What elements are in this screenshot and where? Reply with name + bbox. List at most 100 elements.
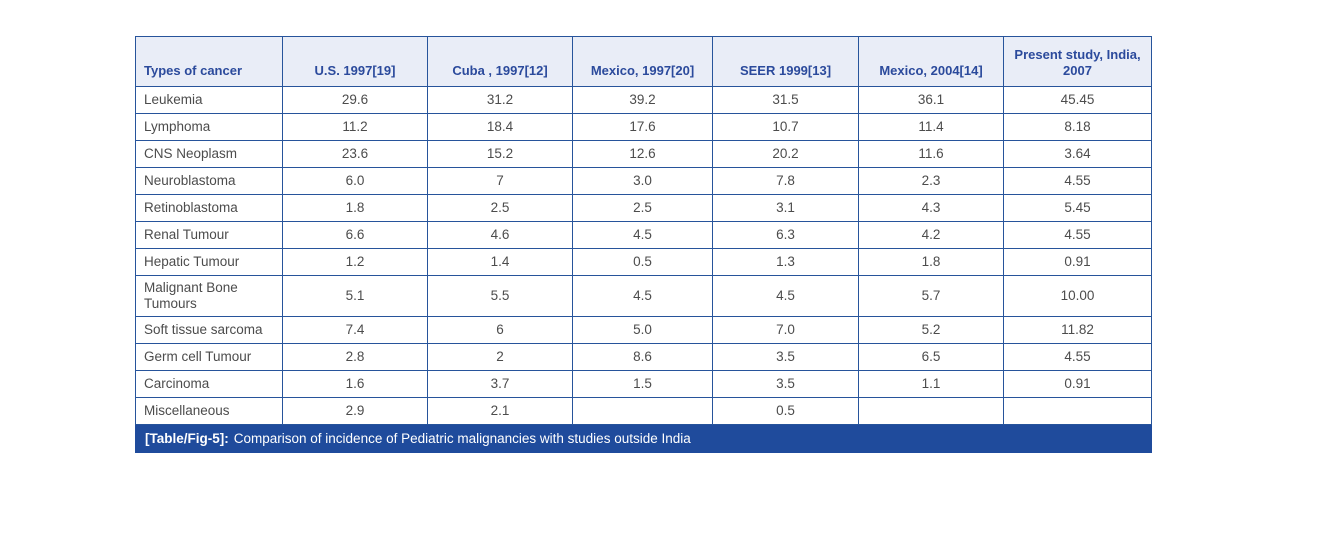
cancer-type-cell: CNS Neoplasm bbox=[135, 140, 283, 168]
value-cell: 18.4 bbox=[427, 113, 573, 141]
cancer-type-cell: Carcinoma bbox=[135, 370, 283, 399]
column-header: Present study, India, 2007 bbox=[1003, 36, 1152, 87]
table-figure: Types of cancer U.S. 1997[19] Cuba , 1997[… bbox=[135, 36, 1152, 454]
value-cell: 4.2 bbox=[858, 221, 1004, 249]
table-row: Renal Tumour 6.6 4.6 4.5 6.3 4.2 4.55 bbox=[135, 221, 1152, 249]
column-header-types-of-cancer: Types of cancer bbox=[135, 36, 283, 87]
value-cell: 2.5 bbox=[427, 194, 573, 222]
value-cell: 1.2 bbox=[282, 248, 428, 276]
value-cell: 11.2 bbox=[282, 113, 428, 141]
value-cell: 5.2 bbox=[858, 316, 1004, 345]
value-cell bbox=[572, 397, 713, 426]
value-cell: 7.4 bbox=[282, 316, 428, 345]
value-cell: 2.3 bbox=[858, 167, 1004, 195]
value-cell: 3.7 bbox=[427, 370, 573, 399]
pediatric-malignancy-comparison-table: Types of cancer U.S. 1997[19] Cuba , 1997[… bbox=[135, 36, 1152, 454]
cancer-type-cell: Neuroblastoma bbox=[135, 167, 283, 195]
value-cell: 17.6 bbox=[572, 113, 713, 141]
column-header: Mexico, 2004[14] bbox=[858, 36, 1004, 87]
cancer-type-cell: Germ cell Tumour bbox=[135, 343, 283, 372]
value-cell: 6.5 bbox=[858, 343, 1004, 372]
value-cell: 5.7 bbox=[858, 274, 1004, 318]
table-row: Retinoblastoma 1.8 2.5 2.5 3.1 4.3 5.45 bbox=[135, 194, 1152, 222]
value-cell: 31.2 bbox=[427, 86, 573, 114]
cancer-type-cell: Renal Tumour bbox=[135, 221, 283, 249]
value-cell: 10.00 bbox=[1003, 274, 1152, 318]
value-cell: 6 bbox=[427, 316, 573, 345]
value-cell: 3.5 bbox=[712, 370, 859, 399]
column-header: U.S. 1997[19] bbox=[282, 36, 428, 87]
value-cell: 5.0 bbox=[572, 316, 713, 345]
cancer-type-cell: Hepatic Tumour bbox=[135, 248, 283, 276]
value-cell: 0.91 bbox=[1003, 370, 1152, 399]
value-cell: 31.5 bbox=[712, 86, 859, 114]
value-cell: 39.2 bbox=[572, 86, 713, 114]
value-cell: 2.1 bbox=[427, 397, 573, 426]
caption-text: Comparison of incidence of Pediatric mal… bbox=[233, 431, 691, 447]
table-row: Malignant Bone Tumours 5.1 5.5 4.5 4.5 5.7 10.… bbox=[135, 274, 1152, 318]
column-header: SEER 1999[13] bbox=[712, 36, 859, 87]
value-cell: 1.1 bbox=[858, 370, 1004, 399]
cancer-type-cell: Retinoblastoma bbox=[135, 194, 283, 222]
value-cell: 6.6 bbox=[282, 221, 428, 249]
table-row: CNS Neoplasm 23.6 15.2 12.6 20.2 11.6 3.64 bbox=[135, 140, 1152, 168]
value-cell: 4.5 bbox=[572, 274, 713, 318]
table-row: Carcinoma 1.6 3.7 1.5 3.5 1.1 0.91 bbox=[135, 370, 1152, 399]
value-cell: 15.2 bbox=[427, 140, 573, 168]
value-cell: 2 bbox=[427, 343, 573, 372]
caption-row: [Table/Fig-5]: Comparison of incidence of… bbox=[135, 424, 1152, 454]
value-cell bbox=[1003, 397, 1152, 426]
value-cell: 3.0 bbox=[572, 167, 713, 195]
value-cell: 1.4 bbox=[427, 248, 573, 276]
value-cell: 5.5 bbox=[427, 274, 573, 318]
value-cell: 7 bbox=[427, 167, 573, 195]
value-cell: 1.8 bbox=[282, 194, 428, 222]
value-cell: 1.8 bbox=[858, 248, 1004, 276]
value-cell: 12.6 bbox=[572, 140, 713, 168]
table-row: Neuroblastoma 6.0 7 3.0 7.8 2.3 4.55 bbox=[135, 167, 1152, 195]
value-cell: 11.82 bbox=[1003, 316, 1152, 345]
value-cell: 7.8 bbox=[712, 167, 859, 195]
table-row: Miscellaneous 2.9 2.1 0.5 bbox=[135, 397, 1152, 426]
column-header: Mexico, 1997[20] bbox=[572, 36, 713, 87]
value-cell: 4.55 bbox=[1003, 167, 1152, 195]
value-cell: 4.5 bbox=[572, 221, 713, 249]
table-row: Lymphoma 11.2 18.4 17.6 10.7 11.4 8.18 bbox=[135, 113, 1152, 141]
value-cell: 0.91 bbox=[1003, 248, 1152, 276]
table-row: Leukemia 29.6 31.2 39.2 31.5 36.1 45.45 bbox=[135, 86, 1152, 114]
value-cell: 8.18 bbox=[1003, 113, 1152, 141]
table-row: Hepatic Tumour 1.2 1.4 0.5 1.3 1.8 0.91 bbox=[135, 248, 1152, 276]
value-cell: 45.45 bbox=[1003, 86, 1152, 114]
value-cell: 10.7 bbox=[712, 113, 859, 141]
value-cell: 23.6 bbox=[282, 140, 428, 168]
table-row: Germ cell Tumour 2.8 2 8.6 3.5 6.5 4.55 bbox=[135, 343, 1152, 372]
value-cell: 2.5 bbox=[572, 194, 713, 222]
value-cell bbox=[858, 397, 1004, 426]
caption-label: [Table/Fig-5]: bbox=[145, 431, 229, 447]
value-cell: 8.6 bbox=[572, 343, 713, 372]
value-cell: 1.6 bbox=[282, 370, 428, 399]
value-cell: 3.5 bbox=[712, 343, 859, 372]
value-cell: 5.1 bbox=[282, 274, 428, 318]
value-cell: 1.5 bbox=[572, 370, 713, 399]
value-cell: 20.2 bbox=[712, 140, 859, 168]
value-cell: 11.4 bbox=[858, 113, 1004, 141]
table-row: Soft tissue sarcoma 7.4 6 5.0 7.0 5.2 11.82 bbox=[135, 316, 1152, 345]
cancer-type-cell: Soft tissue sarcoma bbox=[135, 316, 283, 345]
value-cell: 5.45 bbox=[1003, 194, 1152, 222]
cancer-type-cell: Malignant Bone Tumours bbox=[135, 274, 283, 318]
table-caption: [Table/Fig-5]: Comparison of incidence of… bbox=[135, 424, 1152, 454]
value-cell: 1.3 bbox=[712, 248, 859, 276]
value-cell: 3.1 bbox=[712, 194, 859, 222]
cancer-type-cell: Miscellaneous bbox=[135, 397, 283, 426]
value-cell: 4.55 bbox=[1003, 343, 1152, 372]
value-cell: 4.55 bbox=[1003, 221, 1152, 249]
value-cell: 11.6 bbox=[858, 140, 1004, 168]
value-cell: 4.5 bbox=[712, 274, 859, 318]
value-cell: 3.64 bbox=[1003, 140, 1152, 168]
header-row: Types of cancer U.S. 1997[19] Cuba , 1997[… bbox=[135, 36, 1152, 87]
value-cell: 0.5 bbox=[712, 397, 859, 426]
value-cell: 7.0 bbox=[712, 316, 859, 345]
cancer-type-cell: Lymphoma bbox=[135, 113, 283, 141]
value-cell: 36.1 bbox=[858, 86, 1004, 114]
